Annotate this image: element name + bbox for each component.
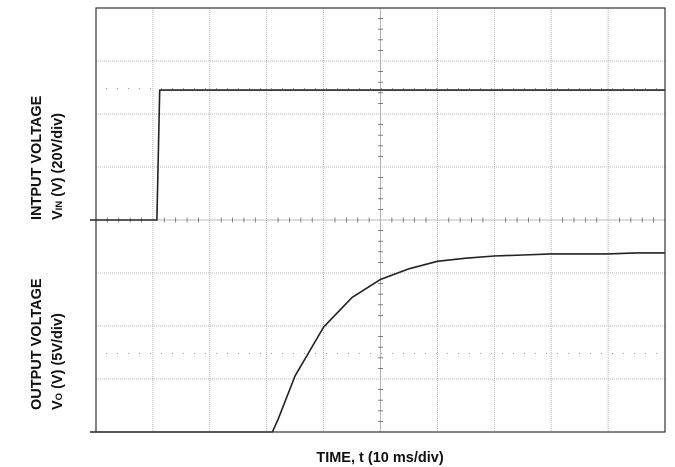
x-axis-label: TIME, t (10 ms/div) (316, 450, 443, 466)
bottom-ylabel-symbol: V (50, 400, 66, 410)
top-ylabel-line1: INTPUT VOLTAGE (29, 95, 45, 220)
plot-frame (95, 7, 666, 433)
top-ylabel-line2: VIN (V) (20V/div) (50, 113, 66, 220)
top-ylabel-symbol: V (50, 210, 66, 220)
bottom-ylabel-line1: OUTPUT VOLTAGE (29, 278, 45, 410)
top-ylabel-rest: (V) (20V/div) (50, 113, 66, 201)
input-voltage-trace (90, 89, 665, 221)
grid-lines (96, 8, 665, 432)
output-voltage-trace (90, 252, 665, 433)
bottom-ylabel-line2: VO (V) (5V/div) (50, 313, 66, 410)
bottom-ylabel-rest: (V) (5V/div) (50, 313, 66, 393)
bottom-ylabel-subscript: O (54, 393, 65, 400)
top-ylabel-subscript: IN (54, 201, 65, 211)
traces (90, 89, 665, 433)
